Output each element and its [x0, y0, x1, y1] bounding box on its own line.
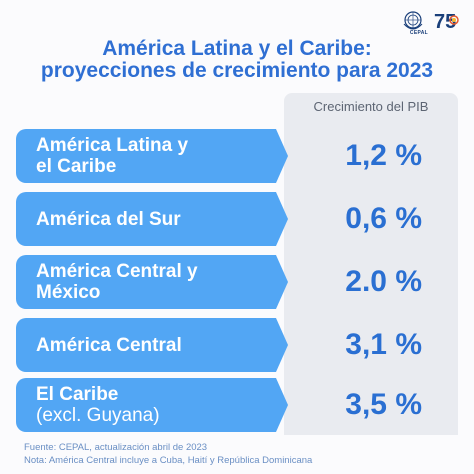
- row-label-text: América Central y México: [36, 261, 198, 303]
- row-label-arrow: [276, 255, 288, 309]
- row-label-line-2: (excl. Guyana): [36, 405, 160, 426]
- values-panel: [284, 121, 458, 435]
- row-label-line-1: El Caribe: [36, 384, 119, 405]
- anniversary-number: 75: [434, 11, 456, 33]
- row-label-line-1: América Central: [36, 334, 182, 356]
- row-label-line-1: América del Sur: [36, 208, 181, 230]
- table-row-value: 2.0 %: [345, 265, 422, 298]
- org-label: CEPAL: [409, 30, 428, 36]
- table-row-value: 1,2 %: [345, 139, 422, 172]
- logos: 75: [400, 6, 462, 36]
- row-label-arrow: [276, 378, 288, 432]
- row-label-line-2: el Caribe: [36, 156, 117, 177]
- un-emblem-icon: [403, 11, 423, 30]
- row-label-arrow: [276, 318, 288, 372]
- source-note: Fuente: CEPAL, actualización abril de 20…: [24, 442, 208, 453]
- row-label-arrow: [276, 129, 288, 183]
- row-label-line-1: América Latina y: [36, 135, 189, 156]
- title-line-2: proyecciones de crecimiento para 2023: [40, 59, 434, 82]
- footer-notes: Fuente: CEPAL, actualización abril de 20…: [24, 441, 312, 467]
- column-header: Crecimiento del PIB: [284, 93, 458, 121]
- row-label-line-2: México: [36, 282, 101, 303]
- row-label-text: América Latina y el Caribe: [36, 135, 188, 177]
- footnote: Nota: América Central incluye a Cuba, Ha…: [24, 455, 313, 466]
- table-row-value: 3,1 %: [345, 328, 422, 361]
- table-row-label: América del Sur: [16, 192, 288, 246]
- page-title: América Latina y el Caribe: proyecciones…: [0, 38, 474, 82]
- row-label-text: América Central: [36, 335, 182, 356]
- table-row-label: El Caribe (excl. Guyana): [16, 378, 288, 432]
- row-label-arrow: [276, 192, 288, 246]
- table-row-label: América Central: [16, 318, 288, 372]
- title-line-1: América Latina y el Caribe:: [102, 37, 372, 60]
- anniversary-logo-icon: 75: [434, 11, 459, 33]
- row-label-text: El Caribe (excl. Guyana): [36, 384, 160, 426]
- table-row-label: América Latina y el Caribe: [16, 129, 288, 183]
- table-row-value: 0,6 %: [345, 202, 422, 235]
- table-row-label: América Central y México: [16, 255, 288, 309]
- row-label-line-1: América Central y: [36, 261, 198, 282]
- table-row-value: 3,5 %: [345, 388, 422, 421]
- row-label-text: América del Sur: [36, 209, 181, 230]
